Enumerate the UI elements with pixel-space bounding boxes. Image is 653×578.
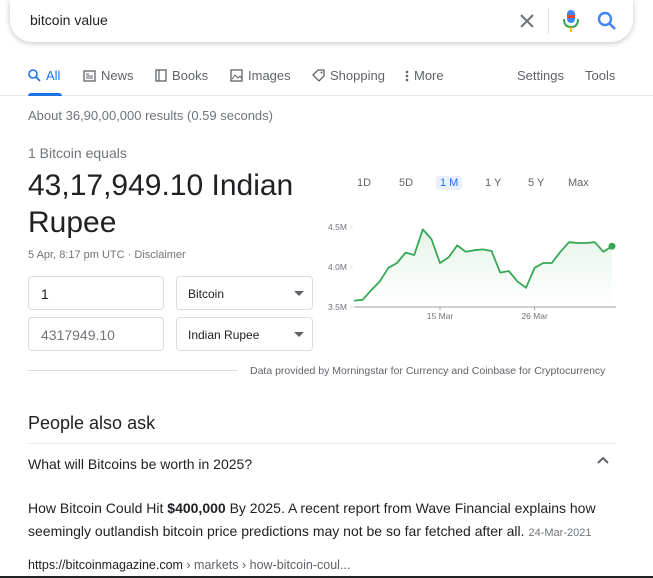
tab-label: More (414, 68, 444, 83)
cite-domain: https://bitcoinmagazine.com (28, 558, 183, 572)
to-currency-select[interactable]: Indian Rupee (176, 317, 313, 351)
from-amount-input[interactable]: 1 (28, 276, 164, 310)
active-tab-indicator (28, 93, 62, 96)
provider-divider (28, 370, 238, 371)
price-line (353, 228, 613, 302)
range-1m-button[interactable]: 1 M (436, 176, 463, 190)
search-input[interactable]: bitcoin value (30, 12, 108, 28)
x-tick-label: 15 Mar (427, 311, 454, 321)
converted-value: 43,17,949.10 Indian Rupee (28, 167, 318, 241)
answer-post: By 2025. A recent report from Wave Finan… (28, 500, 596, 539)
range-1d-button[interactable]: 1D (357, 177, 372, 189)
answer-bold: $400,000 (167, 500, 226, 516)
tools-label: Tools (585, 68, 616, 83)
search-bar-divider (548, 8, 549, 34)
to-currency-value: Indian Rupee (188, 328, 260, 342)
y-tick-label: 3.5M (328, 302, 347, 312)
chevron-up-icon[interactable] (596, 455, 610, 465)
tab-news[interactable]: News (83, 68, 134, 83)
converted-value-line2: Rupee (28, 206, 117, 239)
to-amount-input[interactable]: 4317949.10 (28, 317, 164, 351)
tab-images[interactable]: Images (230, 68, 291, 83)
search-icon (28, 69, 41, 82)
equals-label: 1 Bitcoin equals (28, 145, 127, 161)
image-icon (230, 69, 243, 82)
chevron-down-icon (294, 291, 304, 296)
chart-axis-layer: 4.5M 4.0M 3.5M 15 Mar 26 Mar (328, 222, 616, 321)
settings-label: Settings (517, 68, 564, 83)
result-stats: About 36,90,00,000 results (0.59 seconds… (28, 108, 273, 123)
paa-divider (28, 443, 615, 444)
cite-path: › markets › how-bitcoin-coul... (182, 558, 351, 572)
chart-area (354, 229, 612, 307)
range-5y-button[interactable]: 5 Y (528, 177, 545, 189)
tab-shopping[interactable]: Shopping (312, 68, 385, 83)
range-1y-button[interactable]: 1 Y (485, 177, 502, 189)
from-currency-value: Bitcoin (188, 287, 225, 301)
converted-value-line1: 43,17,949.10 Indian (28, 169, 294, 202)
tab-label: Images (248, 68, 291, 83)
tools-link[interactable]: Tools (585, 68, 615, 83)
microphone-icon[interactable] (563, 10, 579, 32)
bottom-border (0, 576, 653, 578)
settings-link[interactable]: Settings (517, 68, 564, 83)
chevron-down-icon (294, 332, 304, 337)
tag-icon (312, 69, 325, 82)
news-icon (83, 69, 96, 82)
from-currency-select[interactable]: Bitcoin (176, 276, 313, 310)
chart-fill-layer (354, 229, 612, 307)
source-citation[interactable]: https://bitcoinmagazine.com › markets › … (28, 558, 350, 572)
range-max-button[interactable]: Max (568, 177, 589, 189)
tab-label: News (101, 68, 134, 83)
tab-all[interactable]: All (28, 68, 60, 83)
y-tick-label: 4.0M (328, 262, 347, 272)
last-price-point (608, 242, 616, 250)
paa-answer: How Bitcoin Could Hit $400,000 By 2025. … (28, 497, 618, 545)
chart-line-layer (353, 228, 616, 302)
price-chart[interactable]: 4.5M 4.0M 3.5M 15 Mar 26 Mar (322, 215, 620, 330)
tab-books[interactable]: Books (155, 68, 208, 83)
data-provider-text: Data provided by Morningstar for Currenc… (250, 365, 606, 377)
timestamp-disclaimer: 5 Apr, 8:17 pm UTC · Disclaimer (28, 249, 186, 261)
tab-label: Books (172, 68, 209, 83)
clear-icon[interactable] (518, 12, 536, 30)
y-tick-label: 4.5M (328, 222, 347, 232)
search-tabs: All News Books Images Shopping More Sett… (0, 56, 653, 96)
search-bar[interactable]: bitcoin value (10, 0, 633, 42)
tab-label: Shopping (330, 68, 385, 83)
answer-date: 24-Mar-2021 (528, 527, 592, 539)
more-vertical-icon (405, 70, 409, 81)
paa-question[interactable]: What will Bitcoins be worth in 2025? (28, 456, 253, 472)
people-also-ask-title: People also ask (28, 413, 156, 433)
search-icon[interactable] (597, 11, 617, 31)
x-tick-label: 26 Mar (521, 311, 548, 321)
book-icon (155, 69, 167, 82)
range-5d-button[interactable]: 5D (399, 177, 414, 189)
tab-label: All (46, 68, 61, 83)
tab-more[interactable]: More (405, 68, 444, 83)
answer-pre: How Bitcoin Could Hit (28, 500, 168, 516)
